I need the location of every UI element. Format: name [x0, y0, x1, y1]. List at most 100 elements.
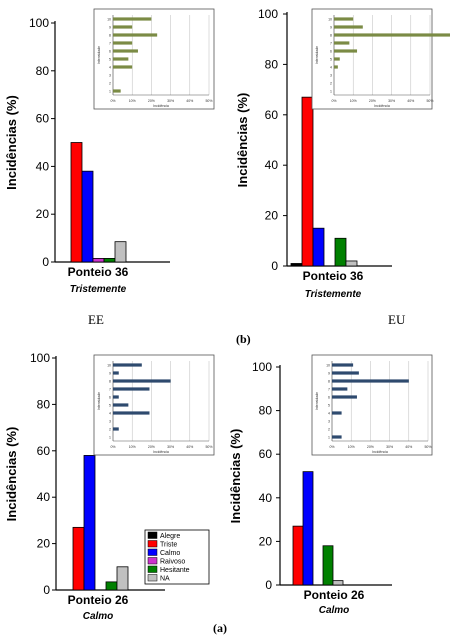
legend-swatch-na — [147, 574, 158, 582]
inset-bar — [113, 411, 150, 415]
inset-y-tick-label: 3 — [109, 73, 111, 77]
inset-y-tick-label: 10 — [107, 363, 111, 367]
y-tick-label: 100 — [258, 7, 278, 21]
inset-bar — [334, 49, 358, 53]
legend-swatch-triste — [147, 540, 158, 548]
inset-y-tick-label: 1 — [109, 435, 111, 439]
y-tick-label: 60 — [265, 108, 279, 122]
inset-x-tick-label: 10% — [129, 445, 136, 449]
x-tick-label: Ponteio 26 — [304, 588, 365, 602]
y-tick-label: 0 — [43, 583, 50, 597]
y-tick-label: 80 — [37, 397, 51, 411]
inset-bar — [113, 371, 119, 375]
chart-top-left: 0 20 40 60 80 100 Incidências (%) Ponteio 36 Tri… — [4, 8, 215, 295]
legend-swatch-alegre — [147, 531, 158, 539]
inset-x-tick-label: 30% — [388, 99, 395, 103]
chart-bottom-left: 0 20 40 60 80 100 Incidências (%) Ponteio 26 Cal… — [4, 351, 215, 622]
inset-x-tick-label: 20% — [369, 99, 376, 103]
inset-y-tick-label: 3 — [328, 419, 330, 423]
inset-bar — [334, 65, 338, 69]
bar-triste — [70, 142, 83, 263]
bar-hesitante — [322, 545, 334, 586]
inset-bar — [334, 57, 340, 61]
y-tick-label: 80 — [36, 64, 50, 78]
inset-y-tick-label: 2 — [109, 81, 111, 85]
inset-y-tick-label: 1 — [109, 89, 111, 93]
inset-x-tick-label: 0% — [331, 99, 336, 103]
inset-bar — [332, 411, 342, 415]
inset-x-tick-label: 50% — [205, 99, 212, 103]
x-subtitle: Calmo — [319, 605, 350, 616]
inset-x-tick-label: 50% — [424, 445, 431, 449]
inset-y-tick-label: 4 — [330, 65, 332, 69]
legend-label-hesitante: Hesitante — [160, 567, 190, 574]
bar-triste — [72, 526, 85, 591]
bar-calmo — [83, 455, 96, 591]
bar-na — [114, 241, 127, 263]
inset-x-axis-label: Incidência — [153, 104, 169, 108]
inset-y-tick-label: 2 — [328, 427, 330, 431]
y-tick-label: 0 — [265, 578, 272, 592]
bar-na — [116, 566, 129, 591]
inset-y-tick-label: 5 — [109, 403, 111, 407]
legend-label-calmo: Calmo — [160, 550, 180, 557]
y-axis-label: Incidências (%) — [4, 427, 19, 522]
inset-bar — [332, 387, 348, 391]
inset-x-tick-label: 50% — [205, 445, 212, 449]
inset-bar — [113, 57, 129, 61]
y-tick-label: 20 — [265, 209, 279, 223]
inset-y-tick-label: 9 — [109, 371, 111, 375]
inset-x-tick-label: 40% — [405, 445, 412, 449]
inset-y-axis-label: Intensidade — [97, 392, 101, 410]
inset-bar — [113, 25, 133, 29]
inset-y-axis-label: Intensidade — [97, 46, 101, 64]
inset-bar — [113, 49, 138, 53]
inset-frame — [311, 8, 433, 110]
inset-x-tick-label: 0% — [329, 445, 334, 449]
x-subtitle: Tristemente — [70, 284, 127, 295]
inset-frame — [93, 8, 215, 110]
inset-y-tick-label: 6 — [109, 395, 111, 399]
bar-triste — [301, 96, 314, 267]
legend-label-triste: Triste — [160, 542, 177, 549]
inset-y-tick-label: 7 — [330, 41, 332, 45]
inset-bar — [113, 427, 119, 431]
x-tick-label: Ponteio 36 — [68, 265, 129, 279]
bar-alegre — [290, 263, 303, 267]
inset-bar — [113, 89, 121, 93]
y-tick-label: 20 — [259, 534, 273, 548]
y-tick-label: 40 — [37, 490, 51, 504]
inset-top-right: 0% 10% 20% 30% 40% 50% 10 9 8 7 6 5 4 3 2 1 Incidência In… — [311, 8, 450, 110]
inset-y-tick-label: 1 — [328, 435, 330, 439]
y-axis-label: Incidências (%) — [4, 95, 19, 190]
inset-y-tick-label: 5 — [109, 57, 111, 61]
legend-label-raivoso: Raivoso — [160, 559, 185, 566]
inset-x-tick-label: 30% — [167, 99, 174, 103]
inset-bar — [332, 435, 342, 439]
x-subtitle: Tristemente — [305, 289, 362, 300]
inset-bar — [334, 17, 354, 21]
inset-bar — [113, 65, 133, 69]
inset-y-tick-label: 5 — [330, 57, 332, 61]
inset-bar — [332, 363, 354, 367]
bar-na — [332, 580, 344, 586]
inset-x-tick-label: 30% — [386, 445, 393, 449]
inset-y-tick-label: 8 — [109, 33, 111, 37]
caption-eu: EU — [388, 312, 406, 327]
inset-x-tick-label: 10% — [129, 99, 136, 103]
inset-y-tick-label: 7 — [328, 387, 330, 391]
legend-label-alegre: Alegre — [160, 533, 180, 540]
y-tick-label: 80 — [265, 57, 279, 71]
inset-bar — [113, 33, 158, 37]
inset-y-tick-label: 10 — [107, 17, 111, 21]
inset-x-tick-label: 40% — [186, 99, 193, 103]
inset-bar — [334, 33, 450, 37]
inset-bar — [113, 363, 142, 367]
inset-y-tick-label: 4 — [328, 411, 330, 415]
inset-y-tick-label: 4 — [109, 65, 111, 69]
inset-x-tick-label: 30% — [167, 445, 174, 449]
y-tick-label: 60 — [36, 112, 50, 126]
inset-y-tick-label: 1 — [330, 89, 332, 93]
bar-calmo — [312, 227, 325, 267]
